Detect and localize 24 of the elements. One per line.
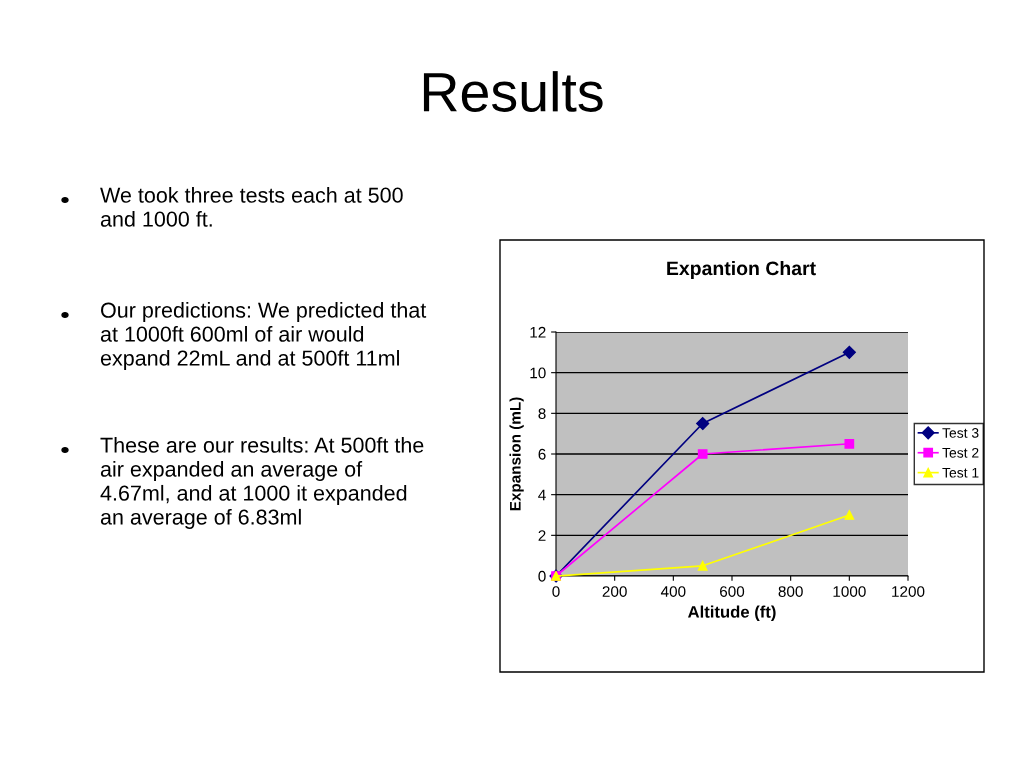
text: We took three tests each at 500 and 1000 ft. [100, 187, 403, 227]
chart-subtitle: Expantion Chart [667, 260, 816, 280]
y-tick-label: 4 [538, 489, 546, 501]
x-tick-label: 1200 [892, 586, 925, 597]
x-tick-label: 400 [660, 586, 686, 597]
y-tick-label: 10 [530, 367, 546, 379]
x-tick-label: 0 [552, 586, 560, 597]
y-tick-label: 12 [530, 326, 546, 338]
x-tick-label: 1000 [833, 586, 866, 597]
x-tick-label: 600 [720, 586, 745, 597]
text: These are our results: At 500ft the air expanded an average of 4.67ml, and at 1000 it expanded an average of 6.83ml [100, 437, 424, 529]
y-tick-label: 2 [538, 530, 546, 541]
y-tick-label: 0 [538, 570, 546, 582]
legend-label: Test 1 [942, 467, 979, 478]
text: Our predictions: We predicted that at 1000ft 600ml of air would expand 22mL and at 500ft 11ml [100, 302, 427, 370]
legend-label: Test 3 [942, 428, 979, 438]
x-tick-label: 200 [602, 586, 627, 597]
y-tick-label: 6 [538, 448, 546, 460]
y-axis-title: Expansion (mL) [509, 397, 524, 511]
y-tick-label: 8 [538, 408, 546, 420]
legend-label: Test 2 [942, 447, 979, 458]
chart-title: Results [423, 71, 603, 112]
x-axis-title: Altitude (ft) [687, 605, 776, 622]
x-tick-label: 800 [778, 586, 803, 597]
